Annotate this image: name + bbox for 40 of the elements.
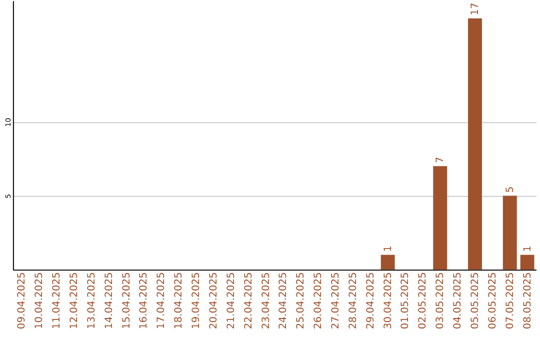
data-label: 7	[435, 156, 446, 164]
x-tick-label: 01.05.2025	[400, 272, 412, 330]
x-tick-label: 13.04.2025	[86, 272, 98, 330]
x-tick-label: 18.04.2025	[174, 272, 185, 330]
x-tick-label: 24.04.2025	[278, 272, 290, 330]
bar	[380, 254, 395, 270]
x-tick-label: 16.04.2025	[138, 272, 150, 330]
bar	[468, 18, 482, 270]
x-tick-label: 08.05.2025	[522, 272, 534, 330]
bar	[520, 254, 534, 270]
x-tick-label: 25.04.2025	[296, 272, 307, 330]
x-tick-label: 29.04.2025	[365, 272, 376, 330]
x-tick-label: 05.05.2025	[470, 272, 481, 330]
x-tick-label: 11.04.2025	[52, 272, 63, 330]
x-tick-label: 14.04.2025	[104, 272, 115, 330]
x-tick-label: 28.04.2025	[348, 272, 359, 330]
x-tick-label: 30.04.2025	[382, 272, 394, 330]
data-label: 1	[382, 246, 394, 252]
x-tick-label: 19.04.2025	[191, 272, 202, 330]
x-tick-label: 26.04.2025	[313, 272, 324, 330]
x-tick-label: 27.04.2025	[330, 272, 342, 330]
x-tick-label: 10.04.2025	[34, 272, 46, 330]
data-label: 5	[504, 186, 516, 193]
x-tick-label: 03.05.2025	[435, 272, 446, 330]
x-tick-label: 22.04.2025	[243, 272, 254, 330]
x-tick-label: 02.05.2025	[418, 272, 429, 330]
x-tick-label: 15.04.2025	[121, 272, 132, 330]
x-tick-label: 07.05.2025	[504, 272, 516, 330]
data-label: 17	[470, 2, 481, 16]
x-tick-label: 04.05.2025	[452, 272, 464, 330]
x-tick-label: 06.05.2025	[487, 272, 498, 330]
bar	[502, 196, 517, 270]
bar	[433, 166, 448, 270]
x-tick-label: 09.04.2025	[16, 272, 28, 330]
x-tick-label: 20.04.2025	[208, 272, 220, 330]
x-tick-label: 23.04.2025	[260, 272, 272, 330]
x-tick-label: 12.04.2025	[68, 272, 80, 330]
data-label: 1	[522, 246, 534, 252]
x-tick-label: 21.04.2025	[226, 272, 237, 330]
x-tick-label: 17.04.2025	[156, 272, 168, 330]
